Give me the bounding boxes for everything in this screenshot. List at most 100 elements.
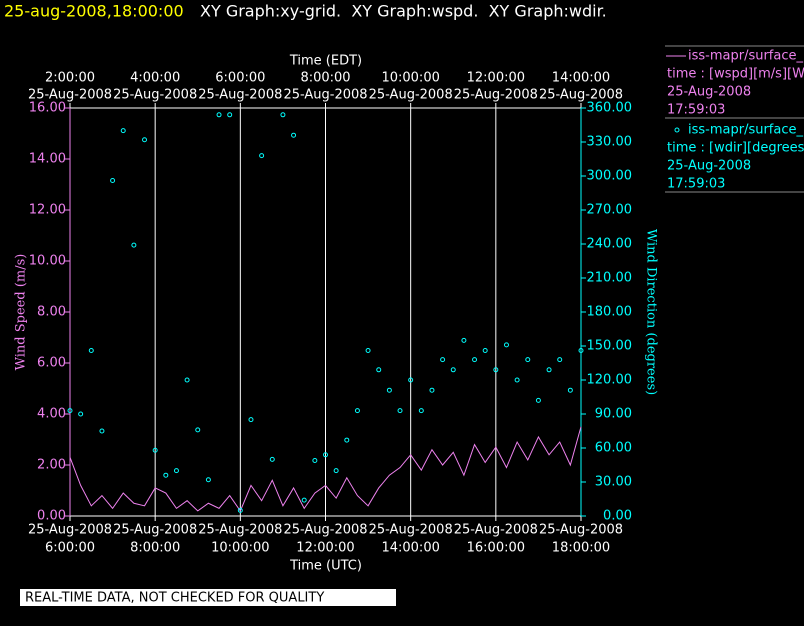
legend bbox=[665, 45, 804, 193]
direction-point bbox=[461, 337, 467, 343]
y-tick-label: 0.00 bbox=[37, 509, 66, 524]
direction-point bbox=[120, 128, 126, 134]
direction-point bbox=[440, 357, 446, 363]
x2-tick-label: 12:00:00 bbox=[467, 71, 525, 86]
y-tick-label: 12.00 bbox=[29, 203, 66, 218]
legend-name: iss-mapr/surface_m bbox=[688, 123, 804, 138]
y2-tick-label: 330.00 bbox=[587, 135, 633, 150]
direction-point bbox=[333, 468, 339, 474]
y2-tick-label: 150.00 bbox=[587, 339, 633, 354]
x2-tick-date: 25-Aug-2008 bbox=[283, 88, 367, 103]
x-tick-label: 14:00:00 bbox=[381, 541, 439, 556]
y-tick-label: 14.00 bbox=[29, 152, 66, 167]
y2-tick-label: 210.00 bbox=[587, 271, 633, 286]
direction-point bbox=[482, 348, 488, 354]
y-tick-label: 6.00 bbox=[37, 356, 66, 371]
y-axis-label: Wind Speed (m/s) bbox=[14, 254, 29, 371]
legend-detail: time : [wdir][degrees][V bbox=[667, 141, 804, 156]
direction-point bbox=[408, 377, 414, 383]
direction-point bbox=[205, 477, 211, 483]
y2-tick-label: 0.00 bbox=[603, 509, 632, 524]
direction-point bbox=[323, 452, 328, 458]
direction-point bbox=[450, 367, 456, 373]
x-tick-date: 25-Aug-2008 bbox=[454, 523, 538, 538]
direction-point bbox=[237, 507, 243, 513]
legend-point-symbol bbox=[674, 127, 680, 133]
y-tick-label: 8.00 bbox=[37, 305, 66, 320]
x-tick-date: 25-Aug-2008 bbox=[28, 523, 112, 538]
direction-point bbox=[78, 411, 84, 417]
x2-tick-date: 25-Aug-2008 bbox=[113, 88, 197, 103]
direction-point bbox=[418, 408, 424, 414]
direction-point bbox=[525, 357, 531, 363]
direction-point bbox=[88, 348, 94, 354]
page-title: XY Graph:xy-grid. XY Graph:wspd. XY Grap… bbox=[200, 2, 607, 21]
direction-point bbox=[472, 357, 478, 363]
x-tick-date: 25-Aug-2008 bbox=[283, 523, 367, 538]
y2-tick-label: 270.00 bbox=[587, 203, 633, 218]
direction-point bbox=[546, 367, 552, 373]
x-tick-label: 10:00:00 bbox=[211, 541, 269, 556]
y2-tick-label: 120.00 bbox=[587, 373, 633, 388]
direction-point bbox=[259, 153, 265, 159]
x2-tick-date: 25-Aug-2008 bbox=[369, 88, 453, 103]
notice: REAL-TIME DATA, NOT CHECKED FOR QUALITY bbox=[25, 591, 324, 606]
direction-point bbox=[291, 132, 297, 138]
direction-point bbox=[152, 447, 158, 453]
y2-tick-label: 90.00 bbox=[595, 407, 632, 422]
legend-detail: time : [wspd][m/s][Wind bbox=[667, 67, 804, 82]
direction-point bbox=[535, 397, 541, 403]
x-tick-label: 16:00:00 bbox=[467, 541, 525, 556]
direction-point bbox=[227, 112, 233, 118]
direction-point bbox=[67, 408, 73, 414]
legend-detail: 17:59:03 bbox=[667, 103, 725, 118]
x-tick-label: 18:00:00 bbox=[552, 541, 610, 556]
y-tick-label: 2.00 bbox=[37, 458, 66, 473]
direction-point bbox=[514, 377, 520, 383]
direction-point bbox=[248, 417, 254, 423]
y2-tick-label: 300.00 bbox=[587, 169, 633, 184]
direction-point bbox=[503, 342, 509, 348]
x-tick-date: 25-Aug-2008 bbox=[539, 523, 623, 538]
timestamp: 25-aug-2008,18:00:00 bbox=[4, 2, 184, 21]
x2-tick-label: 2:00:00 bbox=[45, 71, 95, 86]
direction-point bbox=[301, 497, 307, 503]
y-tick-label: 16.00 bbox=[29, 101, 66, 116]
x2-tick-label: 14:00:00 bbox=[552, 71, 610, 86]
y2-tick-label: 180.00 bbox=[587, 305, 633, 320]
direction-point bbox=[376, 367, 382, 373]
x2-tick-label: 10:00:00 bbox=[381, 71, 439, 86]
x-tick-date: 25-Aug-2008 bbox=[113, 523, 197, 538]
x2-tick-label: 8:00:00 bbox=[300, 71, 350, 86]
direction-point bbox=[184, 377, 190, 383]
legend-detail: 17:59:03 bbox=[667, 177, 725, 192]
direction-point bbox=[344, 437, 350, 443]
x2-tick-date: 25-Aug-2008 bbox=[198, 88, 282, 103]
direction-point bbox=[173, 468, 179, 474]
direction-point bbox=[567, 387, 573, 393]
x2-tick-label: 6:00:00 bbox=[215, 71, 265, 86]
x-tick-date: 25-Aug-2008 bbox=[369, 523, 453, 538]
direction-point bbox=[280, 112, 286, 118]
y2-tick-label: 240.00 bbox=[587, 237, 633, 252]
direction-point bbox=[354, 408, 360, 414]
y-tick-label: 10.00 bbox=[29, 254, 66, 269]
direction-point bbox=[216, 112, 222, 118]
legend-detail: 25-Aug-2008 bbox=[667, 85, 751, 100]
y2-axis-label: Wind Direction (degrees) bbox=[644, 229, 659, 395]
direction-point bbox=[131, 242, 137, 248]
y2-tick-label: 360.00 bbox=[587, 101, 633, 116]
direction-point bbox=[99, 428, 105, 434]
x2-tick-date: 25-Aug-2008 bbox=[454, 88, 538, 103]
direction-point bbox=[386, 387, 392, 393]
x2-tick-date: 25-Aug-2008 bbox=[539, 88, 623, 103]
direction-point bbox=[312, 457, 318, 463]
y-tick-label: 4.00 bbox=[37, 407, 66, 422]
direction-point bbox=[397, 408, 403, 414]
direction-point bbox=[557, 357, 563, 363]
x-tick-label: 8:00:00 bbox=[130, 541, 180, 556]
x2-tick-date: 25-Aug-2008 bbox=[28, 88, 112, 103]
notice-box bbox=[20, 589, 396, 606]
